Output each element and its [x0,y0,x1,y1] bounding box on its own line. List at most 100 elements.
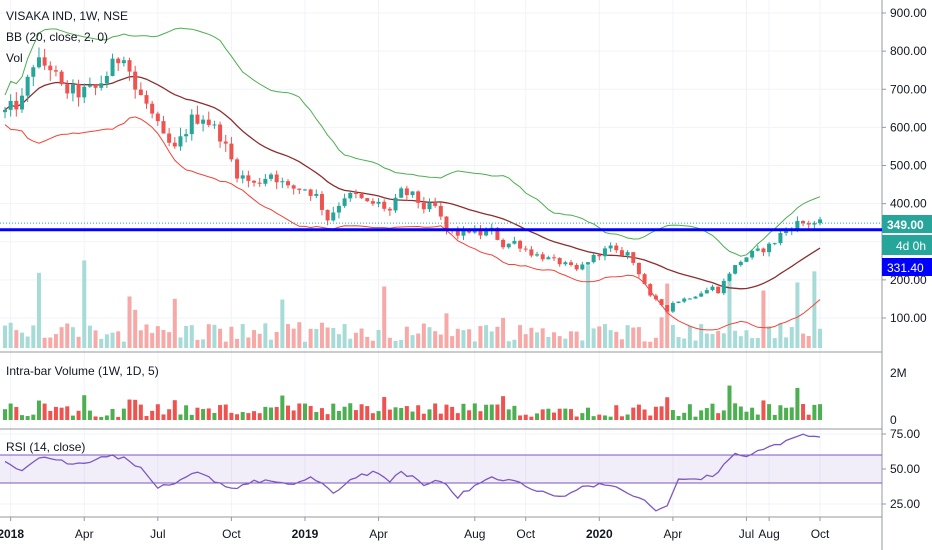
candle-body [144,95,149,104]
volume-bar [36,272,41,348]
candle-body [297,188,302,190]
intrabar-volume-bar [699,410,704,420]
intrabar-volume-bar [580,413,585,420]
intrabar-volume-bar [687,404,692,420]
volume-bar [138,330,143,348]
line-price-value: 331.40 [887,261,924,275]
volume-bar [286,324,290,348]
volume-bar [518,325,523,348]
volume-bar [421,323,426,348]
candle-body [127,60,132,72]
intrabar-volume-bar [585,407,590,420]
bar-countdown: 4d 0h [896,239,926,253]
candle-body [348,192,353,199]
volume-bar [801,333,806,348]
volume-bar [3,325,7,348]
intrabar-volume-bar [70,415,75,420]
volume-bar [393,340,398,348]
candle-body [535,254,540,256]
intrabar-volume-bar [523,414,528,420]
intrabar-volume-bar [789,407,794,420]
candlesticks[interactable] [3,47,823,314]
intrabar-volume-bar [648,415,653,420]
volume-bar [501,317,506,348]
volume-bar [812,271,817,348]
candle-body [14,100,19,110]
volume-bar [359,328,364,348]
intrabar-volume-bar [682,412,687,420]
candle-body [370,201,375,204]
intrabar-volume-bar [93,416,98,420]
candle-body [665,305,670,312]
candle-body [331,212,336,221]
intrabar-volume-bar [314,412,319,420]
volume-bar [676,337,681,348]
date-tick-label: Apr [369,527,388,541]
rsi-band [0,455,882,483]
volume-bar [240,324,245,348]
candle-body [404,188,409,196]
candle-body [738,261,743,266]
intrabar-volume-bar [467,410,472,420]
candle-body [99,83,104,88]
price-tick-label: 600.00 [890,120,927,134]
intrabar-legend[interactable]: Intra-bar Volume (1W, 1D, 5) [6,364,159,378]
intrabar-volume-bar [710,403,715,420]
intrabar-volume-bar [501,396,506,420]
symbol-title[interactable]: VISAKA IND, 1W, NSE [6,9,128,23]
volume-bar [784,337,789,348]
volume-bar [308,328,313,348]
price-tick-label: 800.00 [890,44,927,58]
volume-bar [478,326,483,348]
intrabar-volume-bar [495,404,500,420]
volume-bar [535,332,540,348]
volume-bar [778,322,783,348]
candle-body [223,141,228,144]
candle-body [3,109,7,113]
time-axis[interactable]: 2018 Apr Jul Oct 2019 Apr Aug Oct 2020 Apr Jul Aug O… [0,517,830,541]
volume-bar [433,331,438,348]
volume-bar [484,325,489,348]
vol-legend[interactable]: Vol [6,51,23,65]
intrabar-volume-bar [229,412,234,420]
candle-body [523,248,528,250]
candle-body [263,178,268,184]
intrabar-axis-tick: 0 [890,413,897,427]
volume-bar [772,338,777,348]
intrabar-volume-bar [31,414,36,420]
intrabar-volume-bar [738,406,743,420]
intrabar-volume-bar [416,405,421,420]
intrabar-volume-bar [342,406,347,420]
volume-bar [585,265,590,348]
bb-legend[interactable]: BB (20, close, 2, 0) [6,30,108,44]
volume-bar [263,323,268,348]
candle-body [252,180,257,183]
intrabar-volume-bar [552,412,557,420]
candle-body [710,286,715,291]
candle-body [761,248,766,253]
volume-bar [614,331,619,348]
candle-body [387,208,392,211]
intrabar-volume-bar [484,404,489,420]
candle-body [342,198,347,206]
intrabar-volume-bar [778,405,783,420]
intrabar-volume-bar [614,405,619,420]
volume-bar [738,336,743,348]
volume-bar [110,332,115,348]
intrabar-volume-bar [172,400,177,420]
intrabar-volume-bar [631,407,636,420]
intrabar-volume-bar [767,404,772,420]
candle-body [733,265,738,274]
candle-body [104,75,109,84]
rsi-tick-label: 75.00 [890,427,920,441]
candle-body [314,193,319,196]
intrabar-volume-bar [557,408,562,420]
rsi-legend[interactable]: RSI (14, close) [6,440,85,454]
line-price-label: 331.40 [882,258,932,276]
intrabar-volume-bar [257,413,262,420]
candle-body [512,240,517,244]
intrabar-volume-bar [489,404,494,420]
intrabar-volume-bar [25,416,30,420]
candle-body [42,57,47,66]
